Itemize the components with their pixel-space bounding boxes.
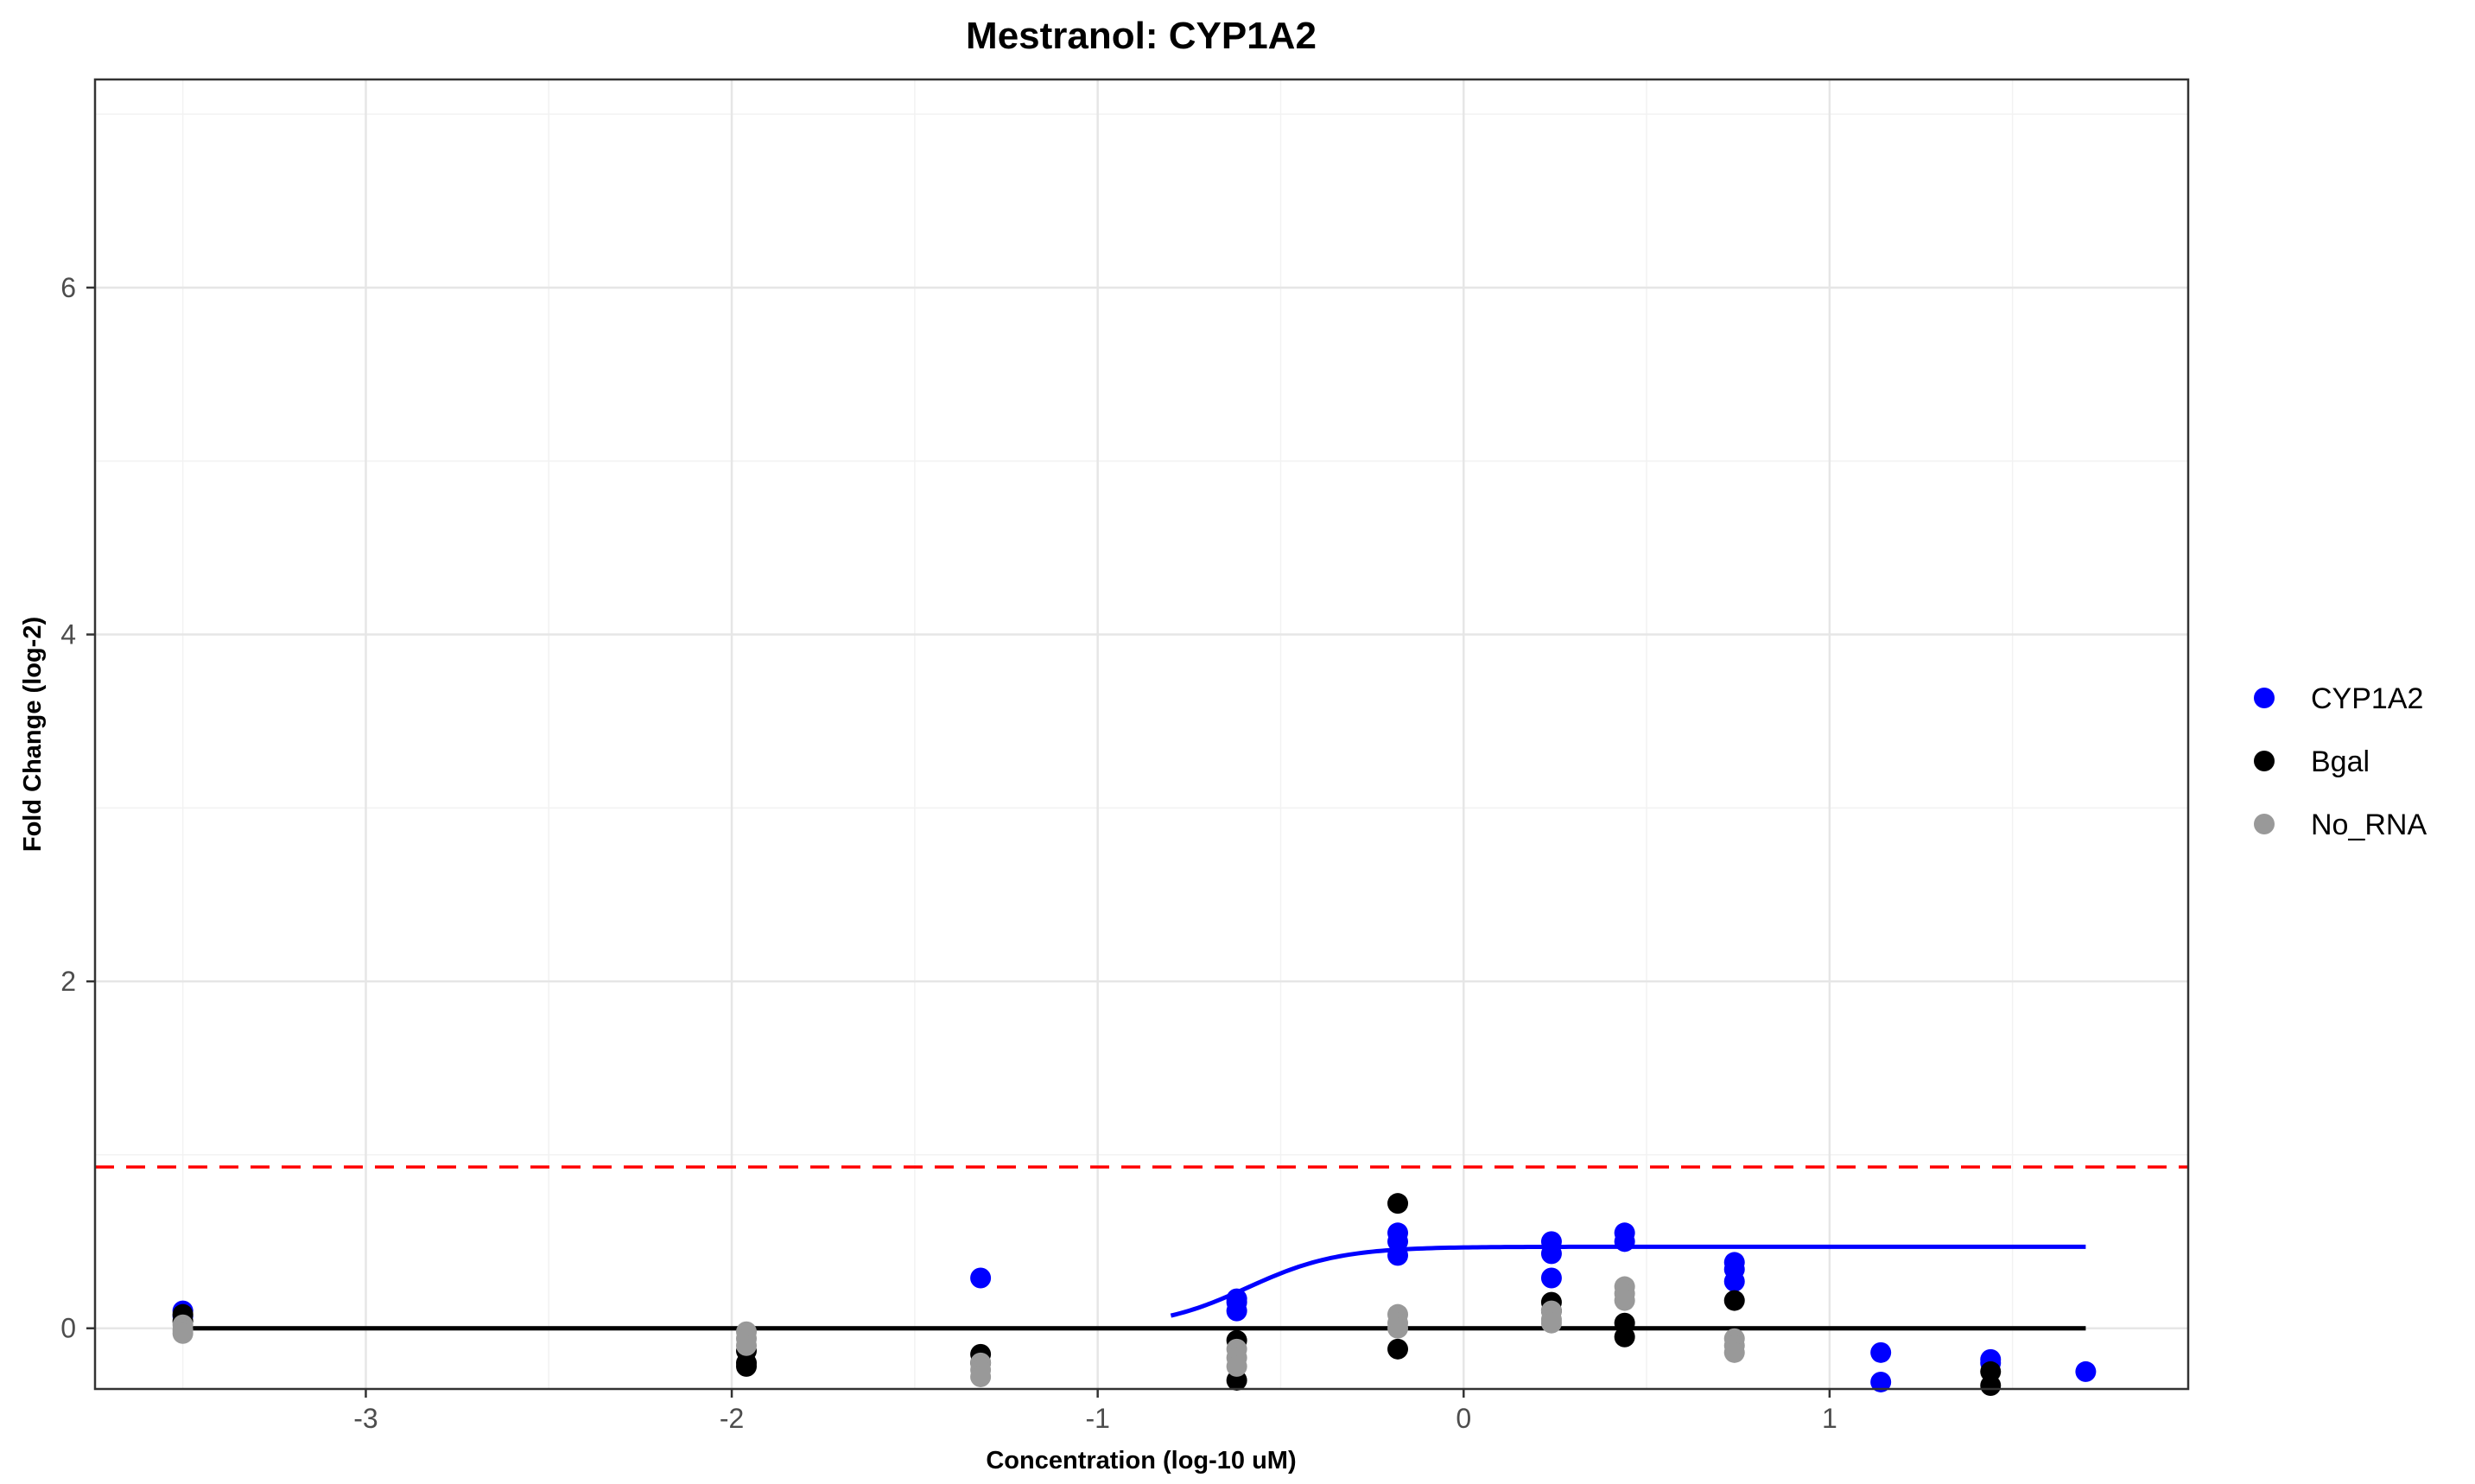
data-point [1387,1317,1409,1339]
legend-key [2254,814,2275,834]
x-tick-label: -1 [1085,1403,1109,1434]
data-point [736,1335,758,1356]
y-axis-title: Fold Change (log-2) [19,617,47,852]
legend: CYP1A2 Bgal No_RNA [2254,682,2427,841]
y-tick-label: 0 [60,1313,76,1344]
data-point [1387,1245,1409,1266]
chart-title: Mestranol: CYP1A2 [966,15,1317,57]
data-point [1226,1355,1247,1377]
data-point [1723,1271,1745,1292]
y-tick-label: 4 [60,619,76,650]
y-tick-label: 6 [60,272,76,303]
legend-label: No_RNA [2311,809,2427,841]
data-point [2075,1360,2097,1382]
data-point [1614,1231,1635,1253]
data-point [1540,1312,1562,1334]
data-point [970,1366,992,1387]
panel-border [93,78,2190,1391]
data-point [1870,1341,1892,1363]
data-point [1870,1371,1892,1392]
data-point [1387,1193,1409,1214]
series-points-no-rna [172,1276,1745,1387]
x-axis: -3 -2 -1 0 1 [353,1389,1837,1434]
x-axis-title: Concentration (log-10 uM) [986,1447,1296,1474]
x-tick-label: 1 [1822,1403,1837,1434]
minor-gridlines [95,79,2188,1389]
y-axis: 0 2 4 6 [60,272,95,1344]
data-point [172,1322,194,1344]
data-point [1540,1267,1562,1289]
data-point [1226,1300,1247,1322]
data-point [970,1267,992,1289]
data-point [1614,1290,1635,1311]
data-point [1387,1338,1409,1360]
data-point [1614,1326,1635,1348]
major-gridlines [95,79,2188,1389]
legend-label: Bgal [2311,745,2370,778]
x-tick-label: 0 [1456,1403,1471,1434]
data-point [1980,1374,2002,1396]
x-tick-label: -2 [720,1403,744,1434]
legend-key [2254,751,2275,771]
data-points [172,1193,2097,1396]
data-point [1723,1341,1745,1363]
data-point [1540,1243,1562,1265]
data-point [736,1355,758,1377]
legend-key [2254,688,2275,708]
data-point [1723,1290,1745,1311]
legend-label: CYP1A2 [2311,682,2423,715]
x-tick-label: -3 [353,1403,378,1434]
y-tick-label: 2 [60,966,76,997]
